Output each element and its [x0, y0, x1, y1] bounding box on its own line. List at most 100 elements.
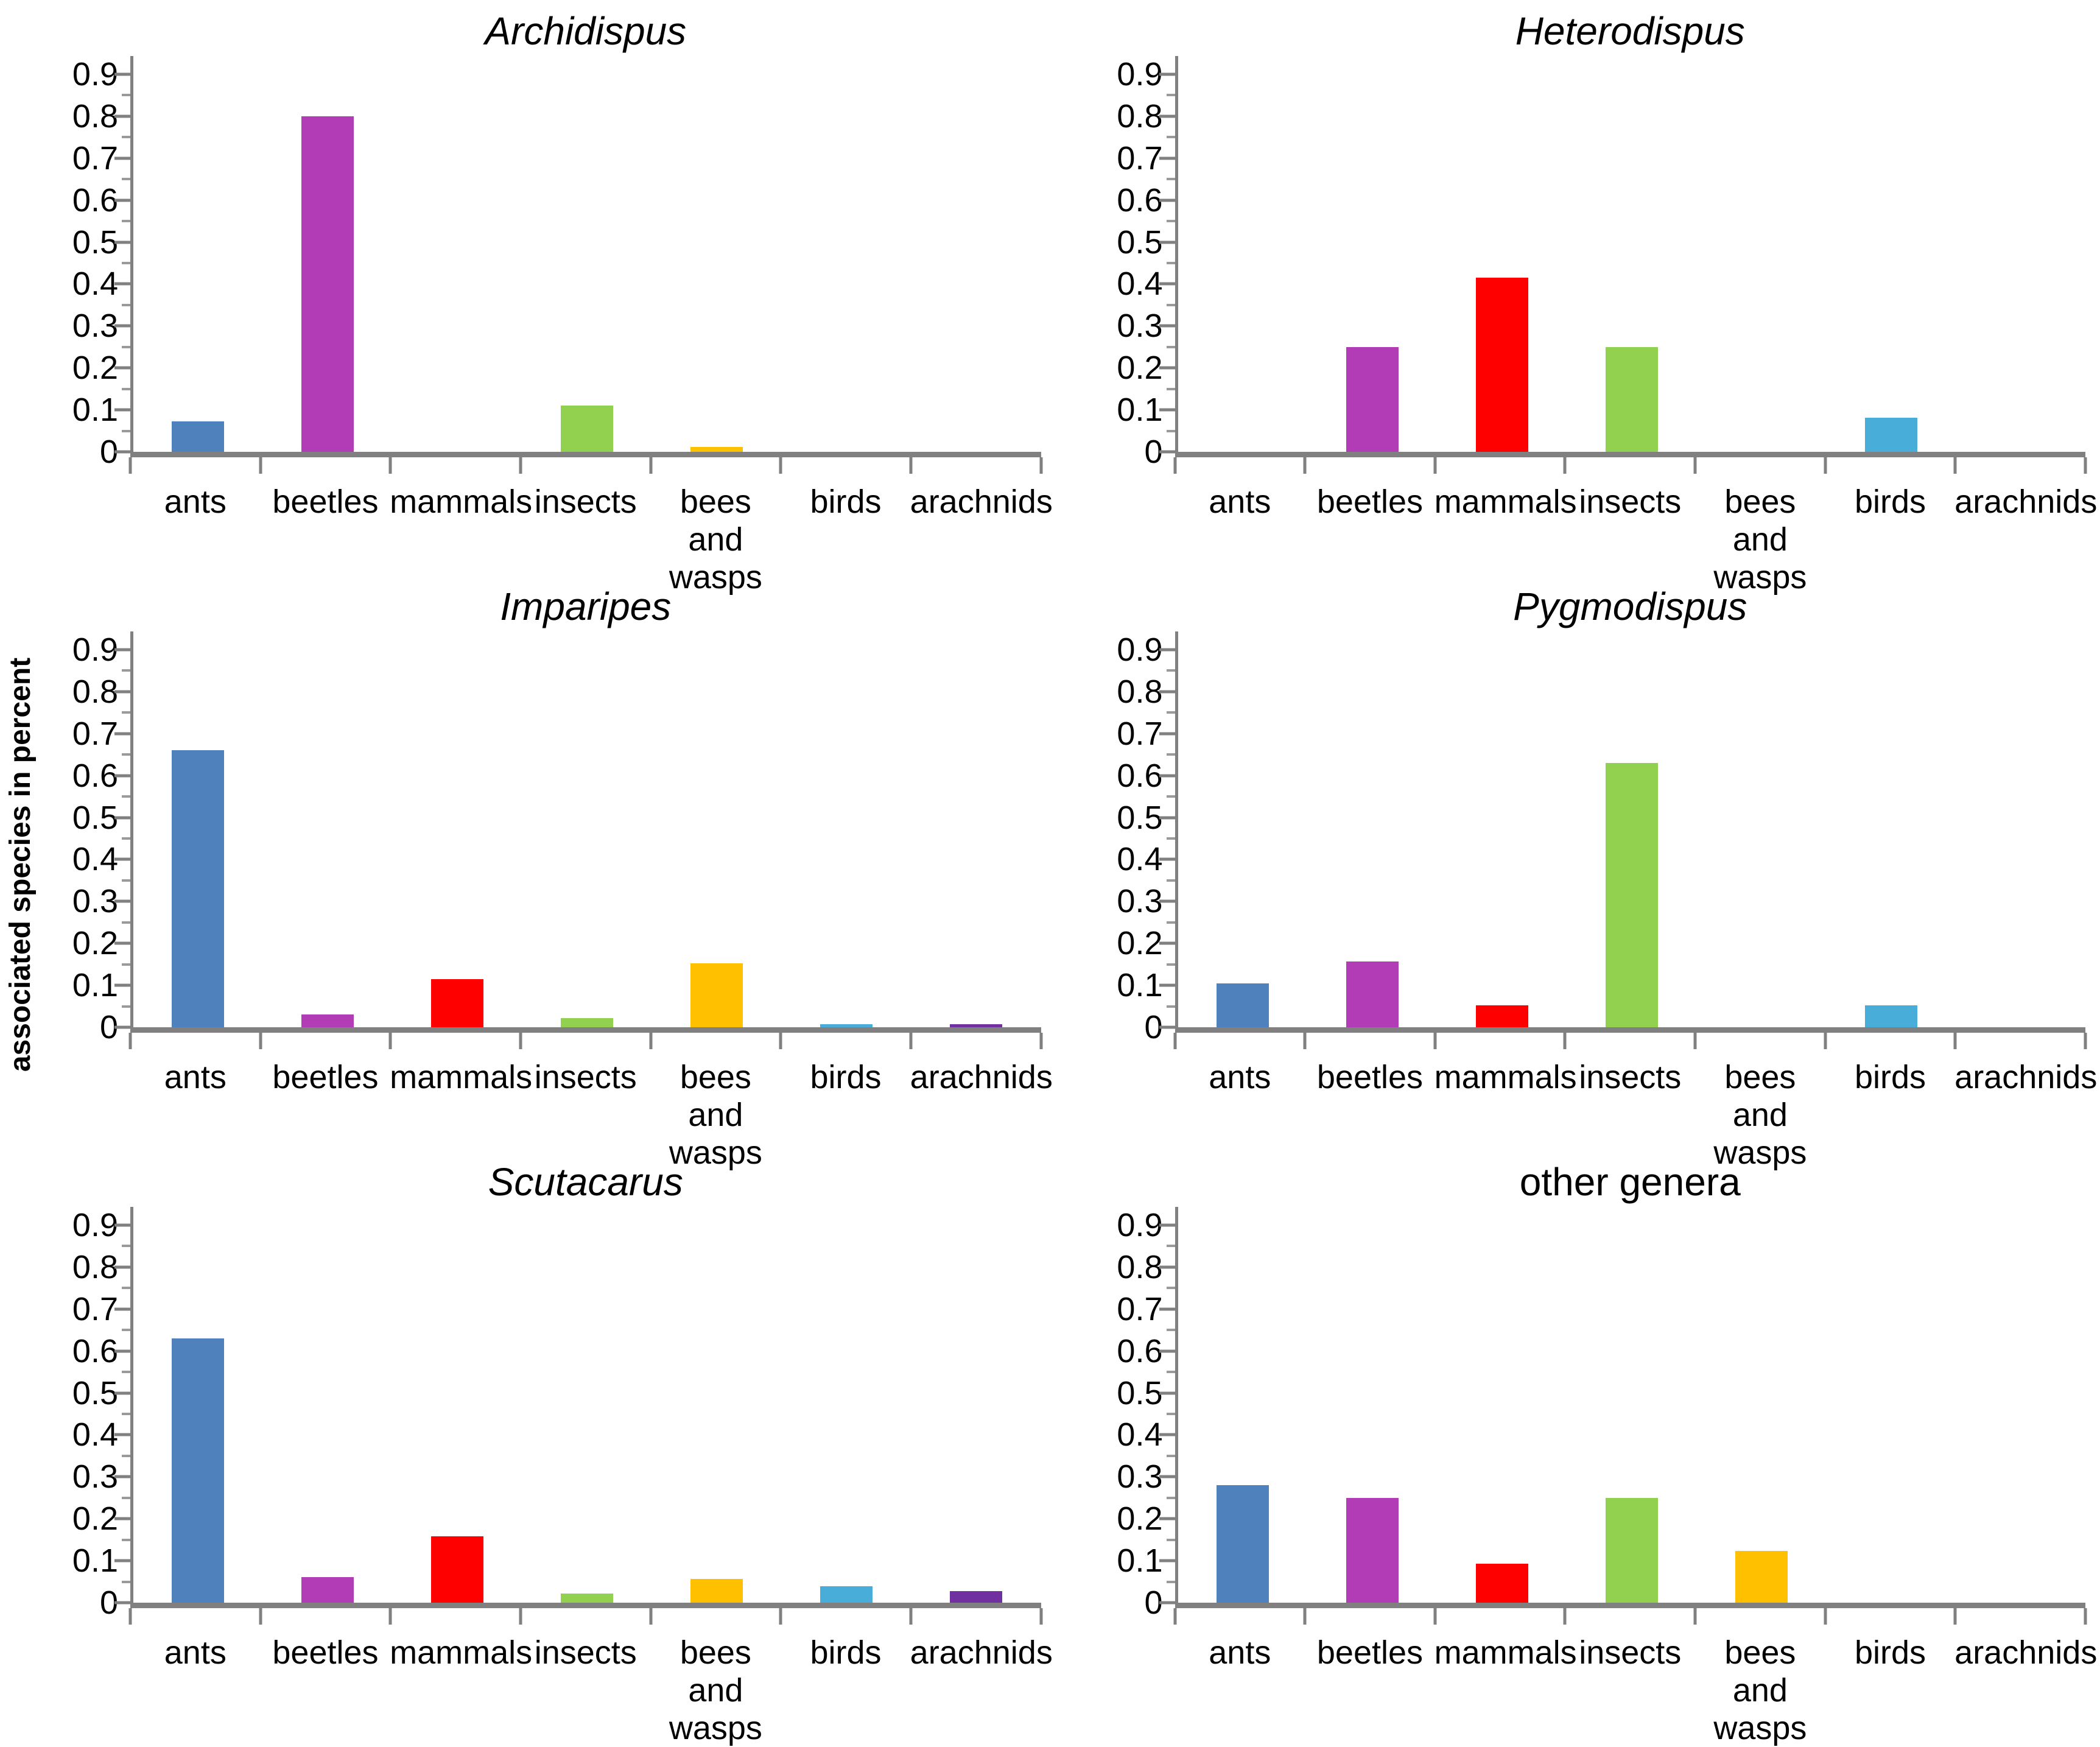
chart-scutacarus: Scutacarus 0 0.1 0.2 0.3 0.4 0.5 0.6 0.7 0.8 0.9 …	[39, 1159, 1053, 1746]
x-tick-mark	[1563, 1608, 1567, 1625]
y-minor-tick-mark	[122, 1287, 130, 1290]
y-minor-tick-mark	[122, 220, 130, 223]
x-tick-mark	[1303, 1608, 1307, 1625]
y-tick-mark	[1159, 1307, 1176, 1311]
y-tick-label: 0.9	[72, 1207, 118, 1243]
y-minor-tick-mark	[122, 711, 130, 714]
x-category-label: insects	[1579, 1059, 1682, 1095]
chart-pygmodispus: Pygmodispus 0 0.1 0.2 0.3 0.4 0.5 0.6 0.7 0.8 0.9…	[1084, 584, 2097, 1171]
y-tick-label: 0.1	[1117, 967, 1163, 1004]
y-tick-mark	[1159, 1601, 1176, 1605]
chart-title: Imparipes	[500, 585, 672, 628]
y-minor-tick-mark	[122, 262, 130, 264]
y-tick-mark	[114, 1391, 131, 1395]
y-minor-tick-mark	[1166, 262, 1175, 264]
x-tick-mark	[2084, 457, 2087, 474]
x-category-label: bees and wasps	[1713, 483, 1807, 596]
bar-beetles	[1346, 346, 1399, 452]
x-tick-mark	[1953, 1033, 1957, 1049]
x-tick-mark	[1824, 1608, 1827, 1625]
y-tick-mark	[1159, 324, 1176, 328]
y-tick-mark	[1159, 1559, 1176, 1562]
x-tick-mark	[1953, 1608, 1957, 1625]
y-tick-label: 0.2	[1117, 350, 1163, 387]
y-tick-mark	[114, 199, 131, 202]
x-category-label: mammals	[1434, 1634, 1577, 1671]
x-category-label: beetles	[272, 483, 379, 520]
bar-birds	[1864, 417, 1917, 452]
y-tick-label: 0.2	[72, 1500, 118, 1538]
x-category-label: arachnids	[910, 1059, 1053, 1095]
y-tick-mark	[114, 1517, 131, 1520]
y-minor-tick-mark	[122, 921, 130, 924]
y-minor-tick-mark	[1166, 345, 1175, 348]
x-tick-mark	[519, 457, 522, 474]
y-tick-label: 0.4	[72, 1416, 118, 1453]
x-tick-mark	[1433, 1608, 1437, 1625]
y-tick-label: 0.1	[1117, 392, 1163, 429]
y-tick-label: 0.3	[72, 308, 118, 345]
x-category-label: arachnids	[1954, 483, 2098, 520]
y-minor-tick-mark	[1166, 1580, 1175, 1583]
y-tick-mark	[1159, 690, 1176, 694]
y-minor-tick-mark	[1166, 921, 1175, 924]
x-tick-mark	[1824, 1033, 1827, 1049]
x-category-label: mammals	[390, 1059, 533, 1095]
y-tick-mark	[1159, 1517, 1176, 1520]
y-tick-mark	[114, 1349, 131, 1353]
y-minor-tick-mark	[122, 1371, 130, 1374]
x-tick-mark	[1039, 1608, 1042, 1625]
y-tick-label: 0.5	[1117, 799, 1163, 836]
x-category-label: mammals	[390, 1634, 533, 1671]
y-minor-tick-mark	[1166, 1413, 1175, 1415]
x-tick-mark	[1563, 1033, 1567, 1049]
y-minor-tick-mark	[122, 963, 130, 966]
y-tick-label: 0.3	[1117, 1458, 1163, 1496]
y-minor-tick-mark	[1166, 711, 1175, 714]
x-tick-mark	[779, 1608, 782, 1625]
y-minor-tick-mark	[122, 429, 130, 432]
x-category-label: ants	[1209, 1634, 1271, 1671]
bar-bees-and-wasps	[690, 1579, 743, 1603]
y-tick-mark	[114, 324, 131, 328]
y-tick-label: 0.8	[1117, 673, 1163, 710]
y-tick-label: 0.3	[72, 883, 118, 920]
bar-insects	[1605, 346, 1658, 452]
x-category-label: birds	[1855, 1059, 1926, 1095]
bar-beetles	[1346, 1497, 1399, 1603]
y-tick-mark	[1159, 366, 1176, 370]
y-tick-mark	[114, 1307, 131, 1311]
x-category-label: arachnids	[910, 483, 1053, 520]
y-tick-mark	[1159, 1265, 1176, 1269]
y-minor-tick-mark	[122, 837, 130, 840]
x-tick-mark	[128, 1608, 132, 1625]
x-tick-mark	[1693, 1608, 1697, 1625]
y-minor-tick-mark	[122, 1329, 130, 1332]
y-tick-mark	[114, 408, 131, 412]
y-tick-mark	[1159, 241, 1176, 244]
y-tick-label: 0.2	[72, 350, 118, 387]
y-tick-label: 0.8	[72, 673, 118, 710]
x-category-label: ants	[1209, 483, 1271, 520]
x-tick-mark	[259, 1608, 262, 1625]
x-tick-mark	[1693, 457, 1697, 474]
x-category-label: insects	[534, 483, 637, 520]
x-tick-mark	[909, 1608, 913, 1625]
y-tick-mark	[114, 114, 131, 118]
chart-title: Heterodispus	[1515, 9, 1745, 53]
bar-mammals	[431, 979, 484, 1027]
x-category-label: beetles	[1316, 1634, 1424, 1671]
bar-insects	[561, 406, 614, 452]
y-tick-label: 0.9	[1117, 631, 1163, 668]
x-category-label: birds	[1855, 1634, 1926, 1671]
bar-bees-and-wasps	[690, 963, 743, 1027]
y-minor-tick-mark	[122, 879, 130, 882]
x-category-label: insects	[534, 1634, 637, 1671]
plot-area	[1159, 631, 2085, 1033]
y-minor-tick-mark	[1166, 1371, 1175, 1374]
bar-mammals	[1475, 1005, 1528, 1027]
y-tick-mark	[1159, 450, 1176, 454]
x-category-label: beetles	[272, 1059, 379, 1095]
x-tick-mark	[649, 457, 653, 474]
chart-title: Archidispus	[485, 9, 687, 53]
